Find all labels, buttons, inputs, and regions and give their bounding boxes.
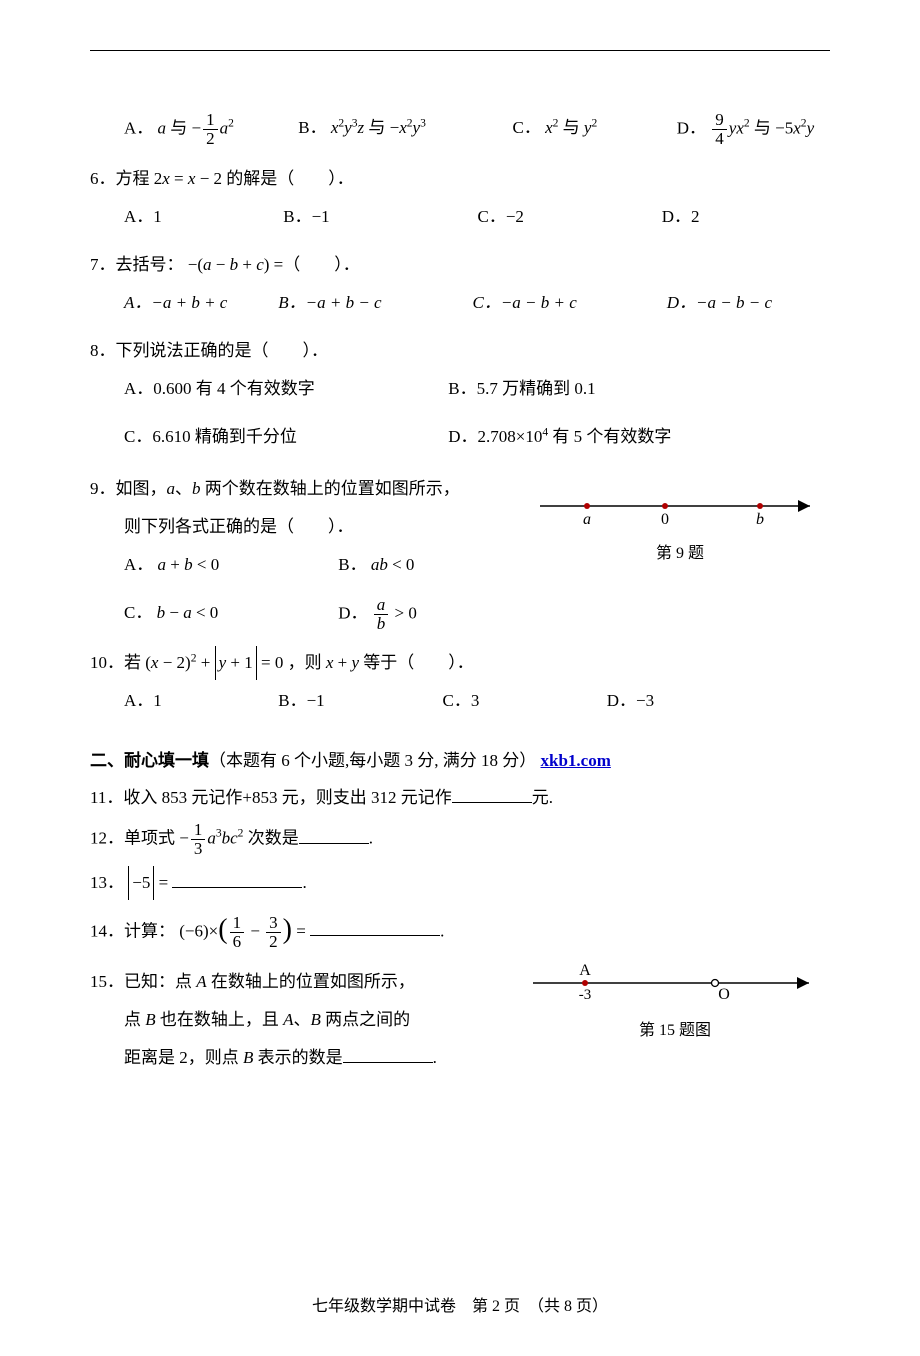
q7-options: A．−a + b + c B．−a + b − c C．−a − b + c D… <box>90 286 830 320</box>
svg-text:a: a <box>583 511 591 528</box>
q11: 11．收入 853 元记作+853 元，则支出 312 元记作元. <box>90 781 830 815</box>
q8-stem: 8．下列说法正确的是（ ）． <box>90 334 830 368</box>
q5a-label: A． <box>124 118 153 137</box>
q6-options: A．1 B．−1 C．−2 D．2 <box>90 200 830 234</box>
q10-stem: 10．若 (x − 2)2 + y + 1 = 0 ，则 x + y 等于（ ）… <box>90 646 830 680</box>
q15-l3: 距离是 2，则点 B 表示的数是. <box>90 1041 830 1075</box>
svg-text:A: A <box>579 962 591 979</box>
xkb1-link[interactable]: xkb1.com <box>541 751 611 770</box>
q15-blank[interactable] <box>343 1045 433 1063</box>
q14: 14．计算： (−6)×(16 − 32) = . <box>90 914 830 951</box>
q5-options: A． a 与 −12a2 B． x2y3z 与 −x2y3 C． x2 与 y2… <box>90 111 830 148</box>
q7-stem: 7．去括号： −(a − b + c) =（ ）． <box>90 248 830 282</box>
svg-text:0: 0 <box>661 511 669 528</box>
page-footer: 七年级数学期中试卷 第 2 页 （共 8 页） <box>0 1292 920 1316</box>
q5d-label: D． <box>677 118 706 137</box>
svg-text:b: b <box>756 511 764 528</box>
top-rule <box>90 50 830 51</box>
q9-block: 9．如图，a、b 两个数在数轴上的位置如图所示， 则下列各式正确的是（ ）． A… <box>90 472 830 633</box>
q13: 13． −5 = . <box>90 866 830 900</box>
q9-caption: 第 9 题 <box>530 539 830 563</box>
q13-blank[interactable] <box>172 870 302 888</box>
q12-blank[interactable] <box>299 826 369 844</box>
q9-number-line: a 0 b <box>535 490 825 530</box>
q9-options-row2: C． b − a < 0 D． ab > 0 <box>90 596 830 633</box>
q8-options-row2: C．6.610 精确到千分位 D．2.708×104 有 5 个有效数字 <box>90 420 830 454</box>
q15-number-line: A -3 O <box>525 957 825 1007</box>
q5c-label: C． <box>513 118 541 137</box>
q5b-label: B． <box>298 118 326 137</box>
q10-options: A．1 B．−1 C．3 D．−3 <box>90 684 830 718</box>
q12: 12．单项式 −13a3bc2 次数是. <box>90 821 830 858</box>
q14-blank[interactable] <box>310 918 440 936</box>
q11-blank[interactable] <box>452 785 532 803</box>
q15-caption: 第 15 题图 <box>520 1016 830 1040</box>
q6-stem: 6．方程 2x = x − 2 的解是（ ）． <box>90 162 830 196</box>
svg-text:O: O <box>718 986 730 1003</box>
q8-options-row1: A．0.600 有 4 个有效数字 B．5.7 万精确到 0.1 <box>90 372 830 406</box>
section2-title: 二、耐心填一填（本题有 6 个小题,每小题 3 分, 满分 18 分） xkb1… <box>90 746 830 771</box>
q15-block: 15．已知：点 A 在数轴上的位置如图所示， 点 B 也在数轴上，且 A、B 两… <box>90 965 830 1115</box>
svg-text:-3: -3 <box>579 987 592 1003</box>
